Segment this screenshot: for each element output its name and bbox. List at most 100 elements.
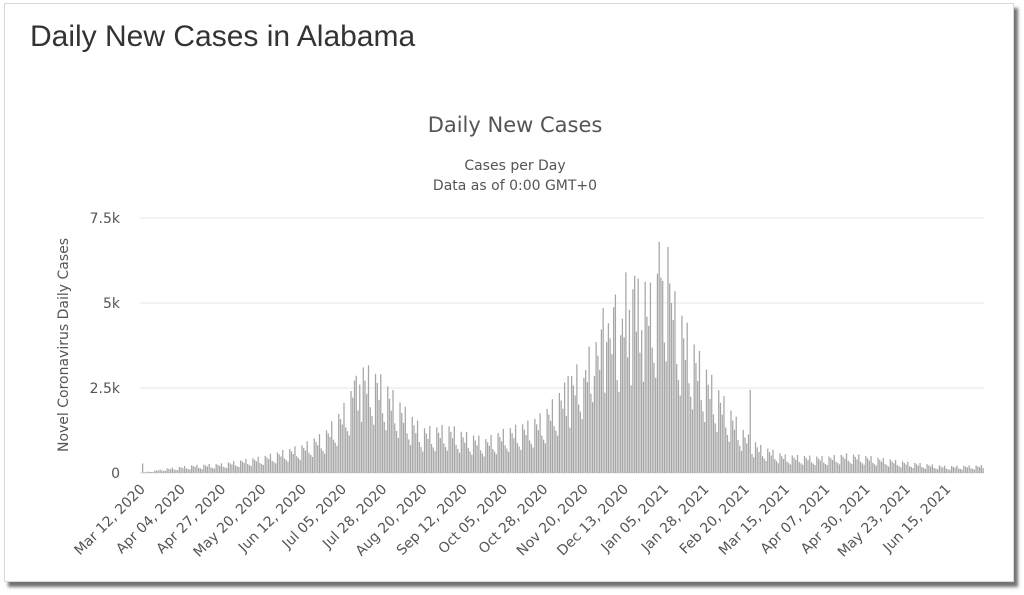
daily-case-bar [149, 471, 151, 473]
daily-case-bar [205, 465, 207, 473]
x-tick-label: Feb 20, 2021 [677, 482, 753, 558]
daily-case-bar [978, 467, 981, 473]
daily-case-bar [613, 307, 615, 473]
daily-case-bar [392, 390, 394, 473]
daily-case-bar [924, 468, 926, 473]
daily-case-bar [802, 464, 804, 473]
daily-case-bar [833, 455, 835, 473]
daily-case-bar [527, 420, 529, 473]
daily-case-bar [838, 464, 841, 473]
daily-case-bar [224, 467, 226, 473]
daily-case-bar [154, 470, 156, 473]
daily-case-bar [206, 466, 209, 473]
daily-case-bar [971, 468, 974, 473]
daily-case-bar [830, 458, 832, 473]
daily-case-bar [164, 470, 167, 473]
daily-case-bar [369, 407, 371, 473]
daily-case-bar [430, 444, 433, 473]
daily-case-bar [397, 438, 399, 473]
y-axis-label: Novel Coronavirus Daily Cases [56, 238, 72, 452]
daily-case-bar [670, 303, 673, 473]
daily-case-bar [150, 471, 153, 473]
daily-case-bar [574, 395, 576, 473]
daily-case-bar [595, 342, 597, 473]
daily-case-bar [782, 458, 785, 473]
daily-case-bar [805, 458, 807, 473]
daily-case-bar [950, 466, 953, 473]
daily-case-bar [145, 472, 147, 473]
daily-case-bar [469, 451, 471, 473]
daily-case-bar [809, 455, 811, 473]
daily-case-bar [625, 272, 627, 473]
daily-case-bar [478, 435, 480, 473]
daily-case-bar [544, 443, 546, 473]
daily-case-bar [222, 466, 224, 473]
daily-case-bar [852, 454, 855, 473]
daily-case-bar [952, 466, 954, 473]
daily-case-bar [336, 445, 338, 473]
daily-case-bar [399, 402, 401, 473]
daily-case-bar [630, 385, 632, 473]
daily-case-bar [507, 451, 510, 473]
daily-case-bar [511, 433, 513, 473]
daily-case-bar [803, 455, 806, 473]
daily-case-bar [338, 413, 340, 473]
daily-case-bar [290, 451, 293, 473]
daily-case-bar [943, 465, 946, 473]
daily-case-bar [241, 461, 244, 473]
daily-case-bar [157, 470, 160, 473]
daily-case-bar [775, 461, 778, 473]
daily-case-bar [908, 466, 911, 473]
daily-case-bar [747, 434, 750, 473]
daily-case-bar [525, 435, 527, 473]
daily-case-bar [823, 462, 825, 473]
daily-case-bar [660, 277, 662, 473]
daily-case-bar [387, 386, 389, 473]
daily-case-bar [549, 420, 552, 473]
daily-case-bar [348, 435, 350, 473]
daily-case-bar [322, 450, 324, 473]
daily-case-bar [602, 308, 604, 473]
daily-case-bar [691, 409, 694, 473]
daily-case-bar [796, 454, 799, 473]
daily-case-bar [628, 309, 631, 473]
daily-case-bar [784, 454, 786, 473]
daily-case-bar [938, 465, 940, 473]
daily-case-bar [457, 448, 459, 473]
daily-case-bar [879, 459, 881, 473]
daily-case-bar [749, 389, 751, 473]
daily-case-bar [437, 432, 440, 473]
daily-case-bar [709, 398, 711, 473]
page-title: Daily New Cases in Alabama [30, 20, 416, 53]
daily-case-bar [842, 456, 844, 473]
daily-case-bar [282, 449, 284, 473]
daily-case-bar [662, 280, 664, 473]
daily-case-bar [942, 467, 944, 473]
daily-case-bar [817, 458, 820, 473]
daily-case-bar [394, 423, 396, 473]
daily-case-bar [185, 468, 188, 473]
daily-case-bar [618, 391, 620, 473]
daily-case-bar [744, 437, 746, 473]
daily-case-bar [142, 463, 144, 473]
daily-case-bar [721, 414, 723, 473]
daily-case-bar [872, 462, 874, 473]
daily-case-bar [865, 456, 867, 473]
daily-case-bar [252, 458, 254, 473]
daily-case-bar [402, 422, 405, 473]
daily-case-bar [581, 419, 583, 473]
daily-case-bar [541, 435, 543, 473]
daily-case-bar [231, 464, 233, 473]
daily-case-bar [264, 455, 266, 473]
daily-case-bar [488, 445, 490, 473]
daily-case-bar [828, 456, 830, 473]
daily-case-bar [378, 399, 380, 473]
daily-case-bar [600, 329, 603, 473]
daily-case-bar [418, 441, 420, 473]
daily-case-bar [772, 449, 774, 473]
daily-case-bar [439, 438, 441, 473]
daily-case-bar [959, 469, 961, 473]
daily-case-bar [837, 463, 839, 473]
daily-case-bar [656, 273, 659, 473]
daily-case-bar [434, 451, 436, 473]
